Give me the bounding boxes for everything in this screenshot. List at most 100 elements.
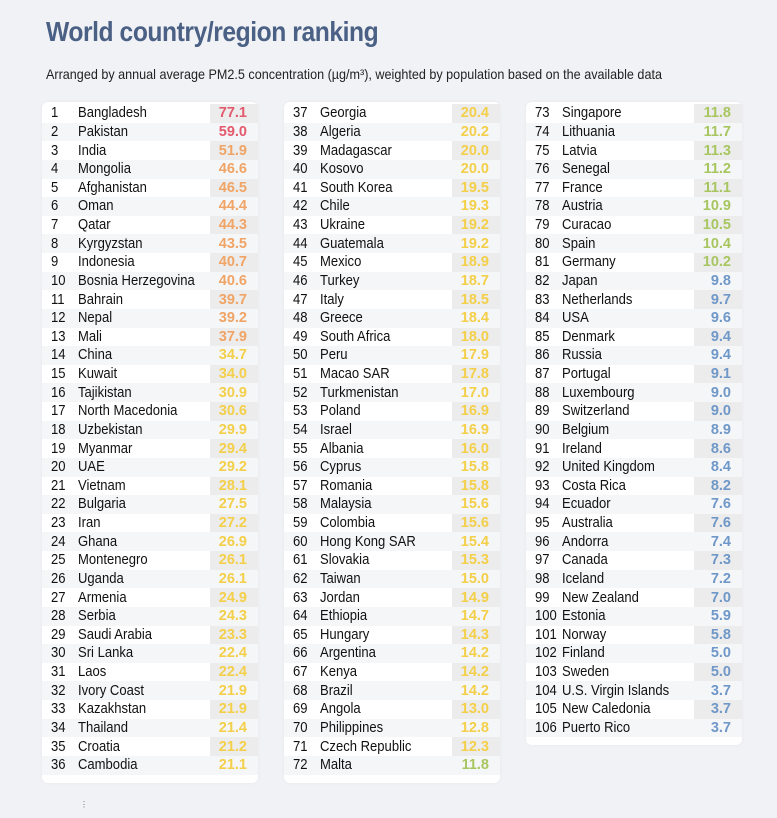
- ranking-row: 104 U.S. Virgin Islands 3.7: [526, 681, 742, 700]
- country-name: Norway: [562, 626, 607, 643]
- pm25-value: 17.0: [460, 384, 489, 401]
- pm25-value: 43.5: [218, 235, 247, 252]
- country-name: Germany: [562, 254, 616, 271]
- ranking-row: 71 Czech Republic 12.3: [284, 737, 500, 756]
- pm25-value: 23.3: [210, 625, 258, 645]
- pm25-value: 40.7: [210, 253, 258, 272]
- ranking-row: 4 Mongolia 46.6: [42, 159, 258, 179]
- country-name: Mongolia: [78, 161, 131, 178]
- rank-number: 88: [535, 384, 550, 401]
- pm25-value: 30.6: [210, 402, 258, 421]
- ranking-row: 23 Iran 27.2: [42, 513, 258, 533]
- country-name: Turkmenistan: [320, 384, 399, 401]
- rank-number: 55: [293, 440, 308, 457]
- ranking-row: 49 South Africa 18.0: [284, 327, 500, 347]
- pm25-value: 9.6: [710, 310, 731, 327]
- country-name: Puerto Rico: [562, 719, 631, 736]
- rank-number: 82: [535, 272, 550, 289]
- rank-number: 104: [535, 682, 557, 699]
- ranking-row: 91 Ireland 8.6: [526, 439, 742, 458]
- rank-number: 51: [293, 366, 308, 383]
- rank-number: 30: [51, 645, 66, 662]
- ranking-row: 58 Malaysia 15.6: [284, 495, 500, 514]
- country-name: Switzerland: [562, 403, 630, 420]
- pm25-value: 5.8: [694, 625, 742, 645]
- pm25-value: 26.9: [218, 533, 247, 550]
- ranking-row: 17 North Macedonia 30.6: [42, 402, 258, 421]
- ranking-row: 55 Albania 16.0: [284, 439, 500, 458]
- rank-number: 35: [51, 738, 66, 755]
- rank-number: 48: [293, 310, 308, 327]
- rank-number: 7: [51, 217, 59, 234]
- rank-number: 77: [535, 179, 550, 196]
- ranking-row: 34 Thailand 21.4: [42, 718, 258, 738]
- rank-number: 83: [535, 291, 550, 308]
- country-name: Austria: [562, 198, 603, 215]
- country-name: Ghana: [78, 533, 118, 550]
- pm25-value: 20.0: [460, 161, 489, 178]
- country-name: Bosnia Herzegovina: [78, 272, 195, 289]
- ranking-row: 65 Hungary 14.3: [284, 625, 500, 645]
- country-name: Indonesia: [78, 254, 135, 271]
- ranking-row: 37 Georgia 20.4: [284, 104, 500, 123]
- pm25-value: 9.1: [694, 364, 742, 384]
- rank-number: 8: [51, 235, 59, 252]
- country-name: Sweden: [562, 664, 610, 681]
- rank-number: 78: [535, 198, 550, 215]
- ranking-row: 45 Mexico 18.9: [284, 253, 500, 272]
- rank-number: 6: [51, 198, 59, 215]
- country-name: Czech Republic: [320, 738, 412, 755]
- pm25-value: 18.7: [460, 272, 489, 289]
- country-name: Chile: [320, 198, 350, 215]
- pm25-value: 14.2: [460, 645, 489, 662]
- rank-number: 91: [535, 440, 550, 457]
- rank-number: 26: [51, 570, 66, 587]
- ranking-row: 72 Malta 11.8: [284, 755, 500, 775]
- pm25-value: 17.9: [460, 347, 489, 364]
- country-name: Sri Lanka: [78, 645, 134, 662]
- country-name: Slovakia: [320, 552, 370, 569]
- rank-number: 17: [51, 403, 66, 420]
- country-name: Saudi Arabia: [78, 626, 153, 643]
- rank-number: 15: [51, 366, 66, 383]
- ranking-row: 93 Costa Rica 8.2: [526, 476, 742, 496]
- pm25-value: 20.0: [452, 141, 500, 160]
- ranking-row: 70 Philippines 12.8: [284, 718, 500, 738]
- ranking-column-2: 37 Georgia 20.4 38 Algeria 20.2 39 Madagascar 20…: [284, 102, 500, 783]
- country-name: Hong Kong SAR: [320, 533, 416, 550]
- country-name: Pakistan: [78, 123, 129, 140]
- ranking-row: 22 Bulgaria 27.5: [42, 495, 258, 514]
- ranking-row: 87 Portugal 9.1: [526, 364, 742, 384]
- pm25-value: 18.9: [452, 253, 500, 272]
- ranking-row: 7 Qatar 44.3: [42, 215, 258, 235]
- ranking-row: 40 Kosovo 20.0: [284, 159, 500, 179]
- ranking-row: 12 Nepal 39.2: [42, 308, 258, 328]
- ranking-row: 46 Turkey 18.7: [284, 271, 500, 291]
- country-name: Costa Rica: [562, 477, 626, 494]
- ranking-row: 68 Brazil 14.2: [284, 681, 500, 700]
- rank-number: 60: [293, 533, 308, 550]
- country-name: South Korea: [320, 179, 393, 196]
- pm25-value: 28.1: [210, 476, 258, 496]
- ranking-row: 64 Ethiopia 14.7: [284, 606, 500, 626]
- rank-number: 70: [293, 719, 308, 736]
- pm25-value: 8.2: [694, 476, 742, 496]
- pm25-value: 9.8: [710, 272, 731, 289]
- rank-number: 72: [293, 757, 308, 774]
- country-name: Peru: [320, 347, 348, 364]
- country-name: Russia: [562, 347, 602, 364]
- rank-number: 24: [51, 533, 66, 550]
- pm25-value: 9.4: [710, 347, 731, 364]
- country-name: Spain: [562, 235, 596, 252]
- rank-number: 74: [535, 123, 550, 140]
- country-name: Malaysia: [320, 496, 372, 513]
- country-name: Taiwan: [320, 570, 361, 587]
- country-name: Ireland: [562, 440, 602, 457]
- country-name: U.S. Virgin Islands: [562, 682, 670, 699]
- country-name: United Kingdom: [562, 459, 655, 476]
- rank-number: 67: [293, 664, 308, 681]
- rank-number: 29: [51, 626, 66, 643]
- ranking-row: 24 Ghana 26.9: [42, 532, 258, 551]
- pm25-value: 10.2: [694, 253, 742, 272]
- pm25-value: 18.4: [460, 310, 489, 327]
